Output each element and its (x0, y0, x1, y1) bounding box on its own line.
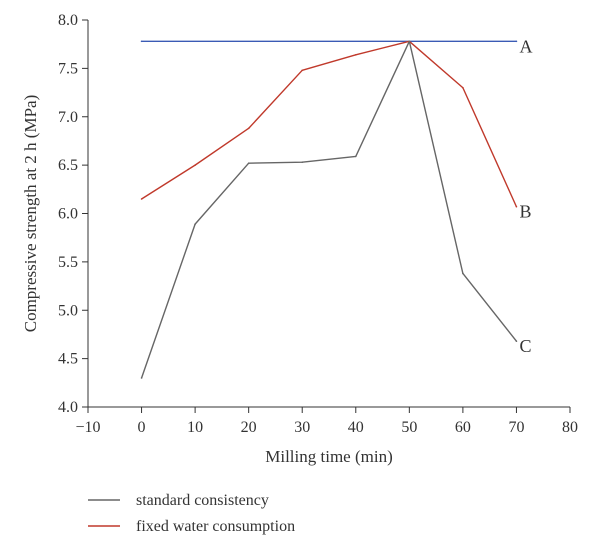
data-point (515, 340, 518, 343)
series-end-label-c: C (519, 336, 531, 356)
data-point (140, 198, 143, 200)
y-tick-label: 6.5 (58, 157, 78, 174)
data-point (194, 164, 196, 166)
legend: standard consistency fixed water consumpt… (88, 492, 295, 535)
x-tick-label: 40 (348, 419, 364, 436)
data-point (354, 54, 357, 56)
x-tick-label: 0 (138, 419, 146, 436)
data-point (408, 40, 411, 43)
series-line-c (140, 40, 517, 379)
x-tick-label: −10 (75, 419, 100, 436)
x-axis-title: Milling time (min) (265, 447, 393, 466)
x-tick-label: 30 (294, 419, 310, 436)
y-tick-label: 4.0 (58, 399, 78, 416)
data-point (247, 127, 250, 130)
x-tick-label: 60 (455, 419, 471, 436)
data-point (462, 86, 464, 89)
data-point (301, 161, 304, 164)
data-point (140, 40, 143, 43)
data-point (247, 162, 250, 164)
series-end-label-b: B (519, 202, 531, 222)
x-tick-label: 20 (241, 419, 257, 436)
data-point (462, 272, 464, 275)
x-tick-label: 80 (562, 419, 578, 436)
y-tick-label: 8.0 (58, 12, 78, 29)
x-ticks: −10 0 10 20 30 40 50 60 70 80 (75, 407, 578, 436)
axes (87, 20, 570, 408)
y-tick-label: 7.0 (58, 109, 78, 126)
data-point (515, 40, 518, 43)
data-point (140, 377, 143, 379)
y-tick-label: 5.0 (58, 302, 78, 319)
y-tick-label: 4.5 (58, 351, 78, 368)
data-point (194, 223, 196, 225)
x-tick-label: 50 (401, 419, 417, 436)
data-point (515, 205, 518, 208)
series-layer: A B C (140, 36, 532, 379)
y-axis-title: Compressive strength at 2 h (MPa) (21, 95, 40, 333)
x-tick-label: 10 (187, 419, 203, 436)
legend-label: fixed water consumption (136, 518, 295, 535)
y-tick-label: 6.0 (58, 206, 78, 223)
y-tick-label: 7.5 (58, 60, 78, 77)
data-point (301, 69, 304, 72)
x-tick-label: 70 (508, 419, 524, 436)
y-tick-label: 5.5 (58, 254, 78, 271)
y-ticks: 4.0 4.5 5.0 5.5 6.0 6.5 7.0 7.5 8.0 (58, 12, 88, 416)
data-point (354, 155, 357, 158)
series-end-label-a: A (519, 36, 532, 56)
series-line-b (141, 40, 518, 208)
legend-label: standard consistency (136, 492, 269, 509)
